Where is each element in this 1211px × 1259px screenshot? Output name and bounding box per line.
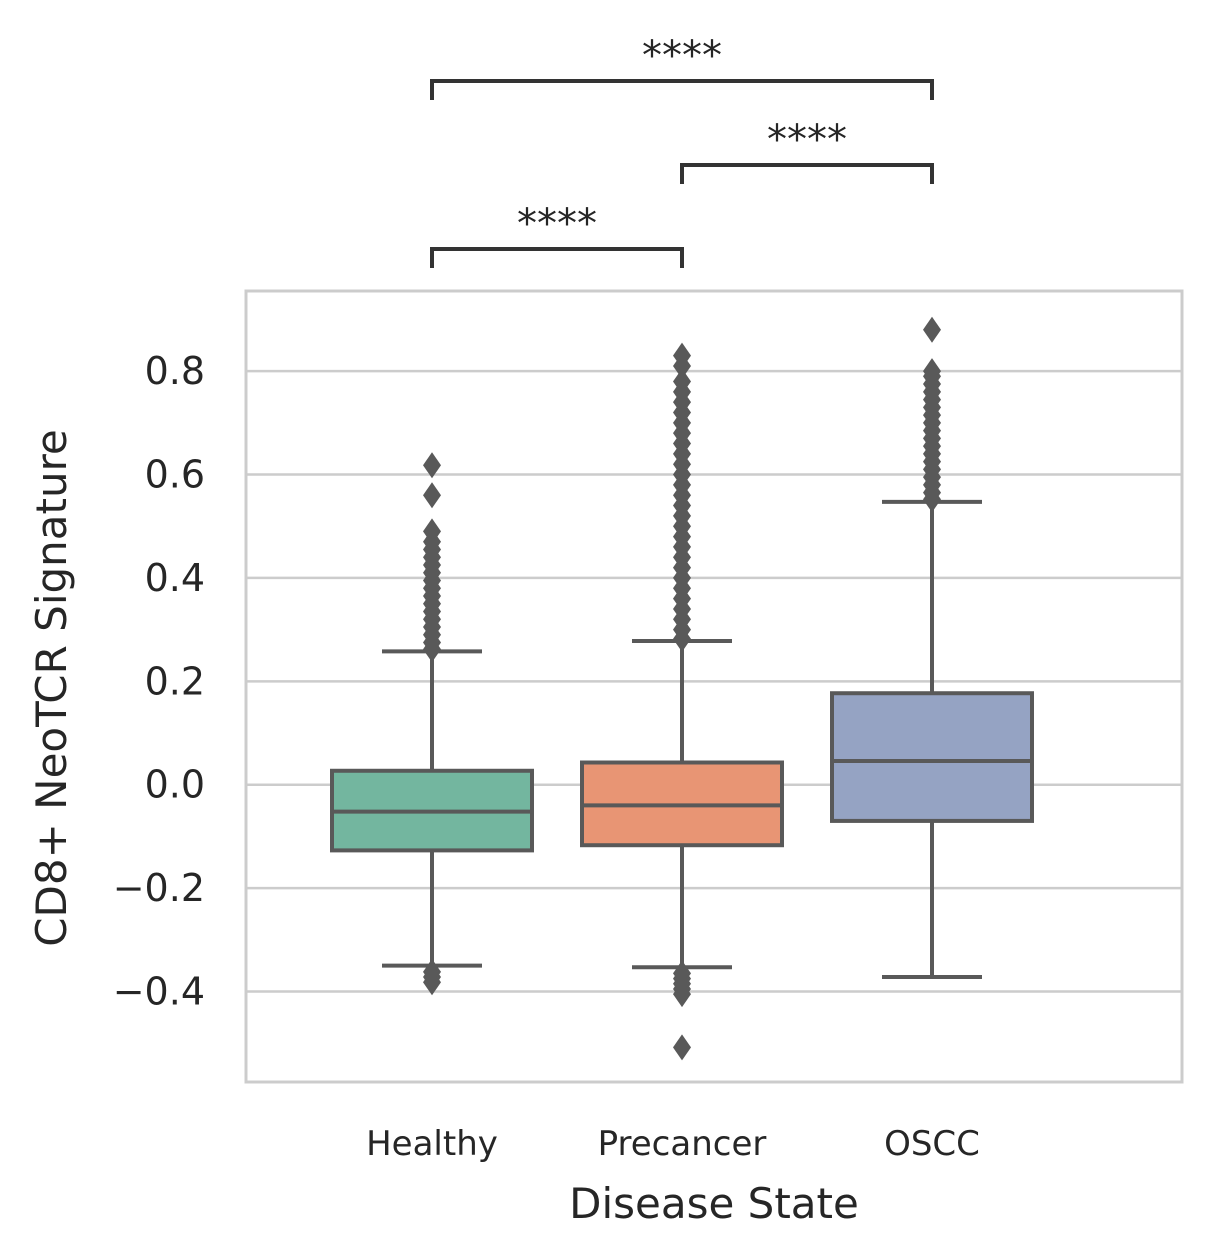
outlier-point [673,368,691,395]
x-tick-label: Precancer [598,1124,767,1164]
outlier-point [673,981,691,1008]
significance-bracket: **** [430,33,934,100]
y-tick-label: −0.4 [113,970,205,1014]
outlier-point [923,316,941,343]
outlier-point [673,342,691,369]
outlier-point [423,452,441,479]
y-axis-ticks: −0.4 −0.2 0.0 0.2 0.4 0.6 0.8 [113,349,205,1013]
bracket-line [680,163,934,184]
x-tick-label: Healthy [366,1124,498,1164]
x-tick-label: OSCC [884,1124,980,1164]
iqr-box [830,691,1034,823]
significance-bracket: **** [430,201,684,268]
plot-frame [244,289,1184,1084]
box-group-precancer [580,342,784,1061]
x-axis-title: Disease State [569,1179,859,1228]
significance-label: **** [642,33,722,79]
significance-label: **** [767,117,847,163]
y-tick-label: 0.4 [145,556,205,600]
y-tick-label: 0.2 [145,659,205,703]
outlier-point [923,358,941,385]
box-group-oscc [830,316,1034,980]
bracket-line [430,79,934,100]
box-group-healthy [330,452,534,996]
outlier-point [673,1034,691,1061]
outlier-point [423,518,441,545]
significance-bracket: **** [680,117,934,184]
y-tick-label: −0.2 [113,866,205,910]
y-tick-label: 0.6 [145,453,205,497]
gridlines [246,369,1182,993]
significance-label: **** [517,201,597,247]
outlier-point [423,482,441,509]
y-tick-label: 0.8 [145,349,205,393]
y-tick-label: 0.0 [145,763,205,807]
x-axis-ticks: Healthy Precancer OSCC [366,1124,980,1164]
significance-brackets: **** **** **** [430,33,934,268]
bracket-line [430,247,684,268]
y-axis-title: CD8+ NeoTCR Signature [27,429,76,947]
outlier-point [423,969,441,996]
boxes [330,316,1034,1061]
